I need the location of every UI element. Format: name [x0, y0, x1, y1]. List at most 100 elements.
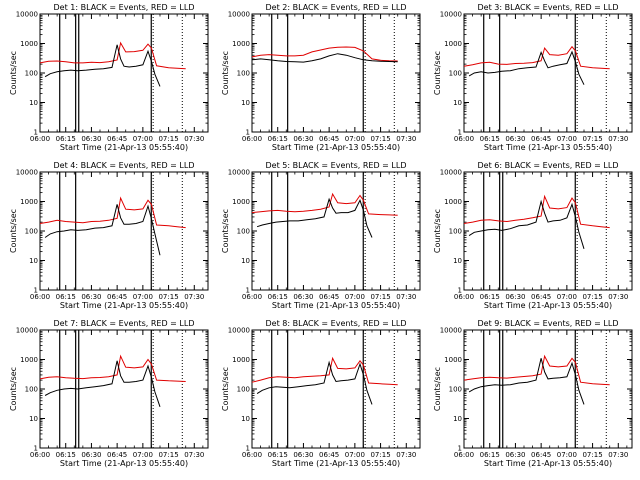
- y-tick-label: 1000: [20, 198, 38, 206]
- x-tick-label: 06:30: [293, 451, 313, 459]
- y-axis-title: Counts/sec: [433, 367, 442, 411]
- x-tick-label: 06:15: [56, 293, 76, 301]
- events-series-line: [468, 50, 585, 85]
- x-tick-label: 06:00: [454, 451, 474, 459]
- y-tick-label: 10: [453, 257, 462, 265]
- y-tick-label: 10000: [16, 11, 38, 19]
- y-tick-label: 1000: [232, 198, 250, 206]
- y-tick-label: 10000: [16, 327, 38, 335]
- panel-title: Det 9: BLACK = Events, RED = LLD: [478, 319, 619, 328]
- x-tick-label: 07:30: [184, 135, 204, 143]
- x-tick-label: 07:30: [396, 135, 416, 143]
- y-tick-label: 100: [237, 70, 250, 78]
- x-tick-label: 06:45: [531, 451, 551, 459]
- events-series-line: [468, 358, 585, 405]
- x-tick-label: 06:30: [81, 293, 101, 301]
- panel-det-1: Det 1: BLACK = Events, RED = LLD 1 10 100 10…: [9, 3, 209, 152]
- x-axis-title: Start Time (21-Apr-13 05:55:40): [60, 301, 188, 310]
- x-axis-title: Start Time (21-Apr-13 05:55:40): [60, 143, 188, 152]
- panel-det-4: Det 4: BLACK = Events, RED = LLD 1 10 100 10…: [9, 161, 209, 310]
- x-tick-label: 07:30: [396, 451, 416, 459]
- x-tick-label: 06:15: [480, 135, 500, 143]
- y-tick-label: 1000: [232, 40, 250, 48]
- x-tick-label: 06:00: [242, 293, 262, 301]
- y-tick-label: 1: [246, 129, 250, 137]
- x-tick-label: 07:15: [582, 135, 602, 143]
- y-axis-title: Counts/sec: [221, 51, 230, 95]
- y-tick-label: 10000: [228, 169, 250, 177]
- x-axis-title: Start Time (21-Apr-13 05:55:40): [484, 301, 612, 310]
- lld-series-line: [251, 356, 398, 386]
- lld-series-line: [251, 46, 398, 62]
- y-tick-label: 10: [29, 257, 38, 265]
- y-axis-title: Counts/sec: [221, 367, 230, 411]
- x-tick-label: 07:30: [608, 135, 628, 143]
- x-tick-label: 06:30: [81, 451, 101, 459]
- panel-title: Det 1: BLACK = Events, RED = LLD: [54, 3, 195, 12]
- x-tick-label: 06:15: [268, 293, 288, 301]
- y-tick-label: 10: [453, 415, 462, 423]
- panel-det-9: Det 9: BLACK = Events, RED = LLD 1 10 100 10…: [433, 319, 633, 468]
- y-tick-label: 10: [29, 415, 38, 423]
- x-tick-label: 07:30: [608, 451, 628, 459]
- x-tick-label: 06:45: [319, 293, 339, 301]
- panel-title: Det 3: BLACK = Events, RED = LLD: [478, 3, 619, 12]
- lld-series-line: [39, 196, 186, 229]
- panels-group: Det 1: BLACK = Events, RED = LLD11010010…: [9, 3, 633, 468]
- x-tick-label: 07:00: [557, 293, 577, 301]
- x-tick-label: 07:00: [345, 293, 365, 301]
- x-axis-title: Start Time (21-Apr-13 05:55:40): [60, 459, 188, 468]
- y-tick-label: 10: [453, 99, 462, 107]
- x-axis-title: Start Time (21-Apr-13 05:55:40): [272, 301, 400, 310]
- x-tick-label: 06:15: [268, 135, 288, 143]
- x-tick-label: 07:15: [370, 293, 390, 301]
- x-tick-label: 07:00: [345, 135, 365, 143]
- events-series-line: [44, 44, 161, 87]
- panel-title: Det 6: BLACK = Events, RED = LLD: [478, 161, 619, 170]
- x-tick-label: 06:45: [531, 135, 551, 143]
- y-tick-label: 1: [458, 129, 462, 137]
- events-series-line: [251, 53, 398, 63]
- x-tick-label: 06:15: [480, 451, 500, 459]
- y-tick-label: 10: [241, 257, 250, 265]
- panel-det-6: Det 6: BLACK = Events, RED = LLD 1 10 100 10…: [433, 161, 633, 310]
- y-tick-label: 100: [25, 228, 38, 236]
- y-tick-label: 1: [34, 129, 38, 137]
- x-tick-label: 07:15: [158, 451, 178, 459]
- x-tick-label: 06:00: [454, 135, 474, 143]
- x-tick-label: 06:45: [107, 293, 127, 301]
- panel-title: Det 2: BLACK = Events, RED = LLD: [266, 3, 407, 12]
- x-tick-label: 07:15: [370, 451, 390, 459]
- x-tick-label: 07:00: [133, 293, 153, 301]
- y-tick-label: 10: [241, 415, 250, 423]
- x-tick-label: 06:45: [531, 293, 551, 301]
- y-axis-title: Counts/sec: [9, 367, 18, 411]
- events-series-line: [256, 197, 373, 238]
- x-tick-label: 07:30: [184, 293, 204, 301]
- x-axis-title: Start Time (21-Apr-13 05:55:40): [484, 143, 612, 152]
- events-series-line: [44, 360, 161, 407]
- y-tick-label: 10000: [440, 327, 462, 335]
- x-tick-label: 06:30: [293, 293, 313, 301]
- y-axis-title: Counts/sec: [221, 209, 230, 253]
- events-series-line: [468, 199, 585, 249]
- x-axis-title: Start Time (21-Apr-13 05:55:40): [484, 459, 612, 468]
- x-tick-label: 06:00: [30, 135, 50, 143]
- x-tick-label: 07:15: [582, 451, 602, 459]
- y-tick-label: 10000: [228, 11, 250, 19]
- lld-series-line: [251, 192, 398, 216]
- x-tick-label: 06:30: [293, 135, 313, 143]
- y-tick-label: 100: [237, 228, 250, 236]
- y-tick-label: 1000: [20, 40, 38, 48]
- x-tick-label: 07:00: [557, 451, 577, 459]
- x-tick-label: 07:15: [582, 293, 602, 301]
- x-tick-label: 06:15: [56, 135, 76, 143]
- panel-det-3: Det 3: BLACK = Events, RED = LLD 1 10 100 10…: [433, 3, 633, 152]
- y-tick-label: 100: [237, 386, 250, 394]
- y-tick-label: 1: [34, 287, 38, 295]
- y-axis-title: Counts/sec: [433, 209, 442, 253]
- x-tick-label: 07:30: [184, 451, 204, 459]
- y-axis-title: Counts/sec: [9, 209, 18, 253]
